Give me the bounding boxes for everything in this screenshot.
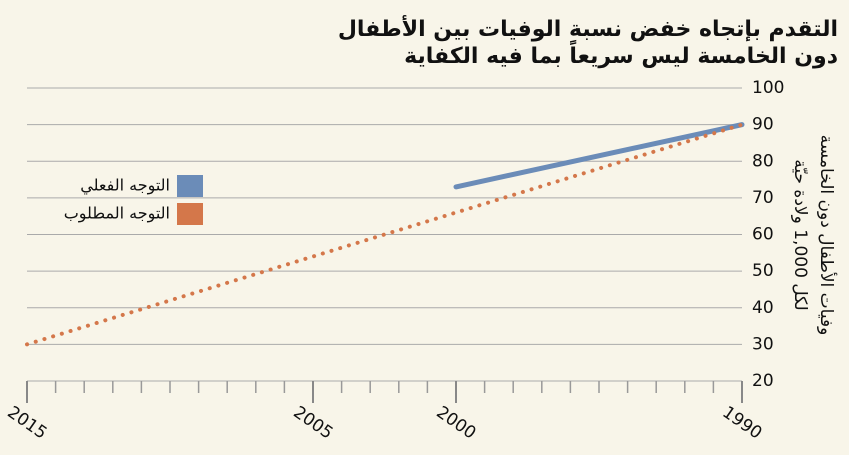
- x-tick-label: 2000: [433, 402, 480, 443]
- x-tick-label: 2015: [4, 402, 51, 443]
- series-line: [453, 122, 745, 190]
- legend-swatch: [177, 175, 203, 197]
- y-tick-label: 70: [752, 188, 774, 208]
- y-tick-label: 80: [752, 151, 774, 171]
- y-axis-label: لكل 1,000 ولادة حيّة: [790, 159, 810, 310]
- y-tick-label: 20: [752, 371, 774, 391]
- y-axis-label: وفيات الأطفال دون الخامسة: [816, 135, 837, 336]
- y-tick-label: 50: [752, 261, 774, 281]
- y-tick-label: 30: [752, 334, 774, 354]
- legend-swatch: [177, 203, 203, 225]
- chart-title: التقدم بإتجاه خفض نسبة الوفيات بين الأطف…: [338, 14, 838, 42]
- x-tick-label: 1990: [719, 402, 766, 443]
- series-line: [25, 122, 744, 347]
- y-tick-label: 100: [752, 78, 784, 98]
- y-tick-label: 90: [752, 115, 774, 135]
- y-tick-label: 40: [752, 298, 774, 318]
- y-tick-label: 60: [752, 225, 774, 245]
- chart-title: دون الخامسة ليس سريعاً بما فيه الكفاية: [404, 39, 838, 69]
- legend-label: التوجه الفعلي: [80, 176, 170, 196]
- legend-label: التوجه المطلوب: [64, 204, 170, 224]
- x-tick-label: 2005: [290, 402, 337, 443]
